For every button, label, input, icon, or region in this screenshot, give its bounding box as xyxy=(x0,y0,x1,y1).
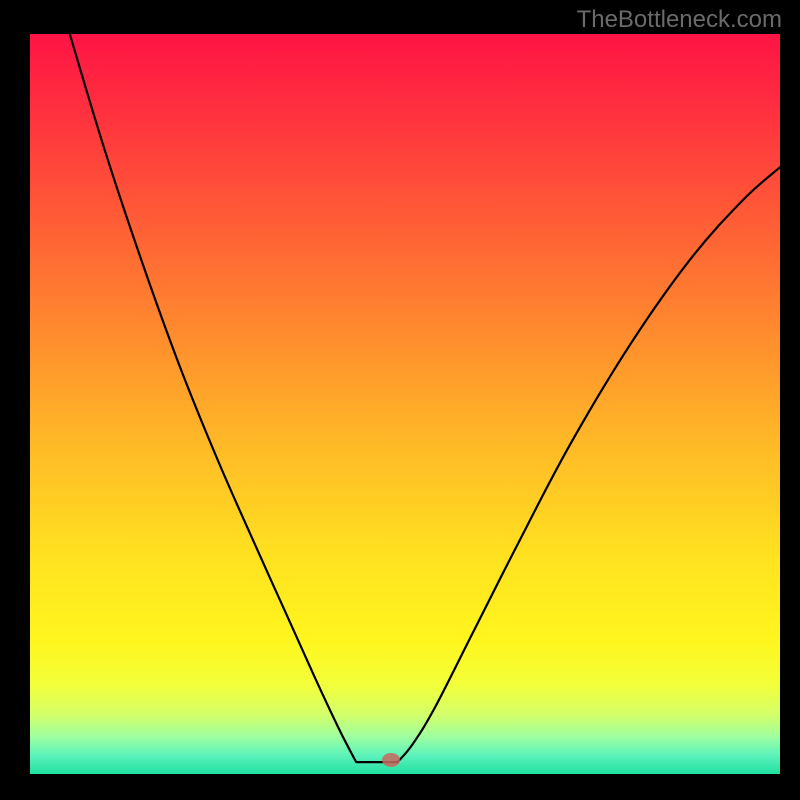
bottleneck-curve xyxy=(70,34,780,762)
curve-layer xyxy=(30,34,780,774)
optimum-marker xyxy=(382,753,400,767)
watermark-text: TheBottleneck.com xyxy=(577,6,782,34)
